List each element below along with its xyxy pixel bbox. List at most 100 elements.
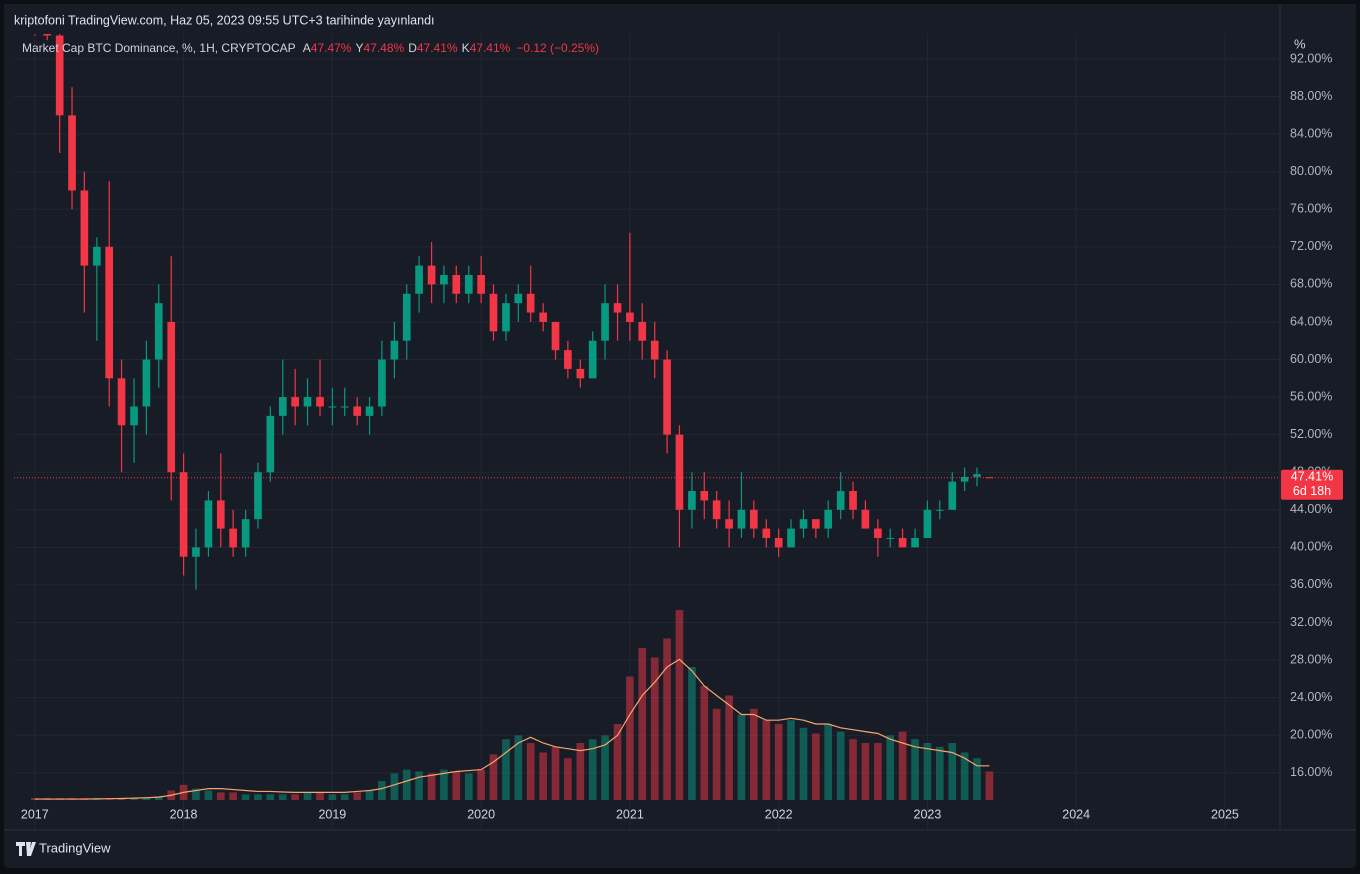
candle-body (452, 275, 461, 294)
candle-body (80, 190, 89, 266)
volume-bar (923, 743, 932, 800)
volume-bar (688, 667, 696, 800)
volume-bar (861, 743, 870, 800)
volume-bar (935, 746, 944, 800)
candle-body (142, 359, 151, 407)
candle-body (898, 537, 907, 548)
volume-bar (973, 758, 981, 800)
volume-bar (378, 781, 386, 800)
volume-bar (601, 735, 609, 800)
candle-body (489, 293, 498, 332)
volume-bar (390, 773, 399, 800)
candle-body (650, 340, 659, 360)
y-tick-label: 40.00% (1290, 540, 1332, 554)
candle-body (353, 406, 362, 416)
price-countdown: 6d 18h (1293, 484, 1331, 498)
candle-body (812, 519, 820, 529)
candle-body (762, 528, 771, 538)
candle-body (266, 415, 275, 473)
x-tick-label: 2019 (318, 807, 346, 821)
candle-body (526, 293, 535, 313)
candle-body (911, 537, 919, 548)
candle-body (477, 275, 485, 294)
candle-body (688, 491, 696, 510)
candle-body (105, 246, 114, 379)
candle-body (564, 350, 572, 369)
candle-body (378, 359, 386, 407)
header-bg (4, 4, 1356, 34)
y-tick-label: 60.00% (1290, 352, 1332, 366)
candle-body (601, 303, 609, 341)
candle-body (192, 547, 200, 557)
y-tick-label: 84.00% (1290, 126, 1332, 140)
volume-bar (489, 754, 498, 800)
volume-bar (241, 794, 250, 800)
volume-bar (266, 794, 275, 800)
published: kriptofoni TradingView.com, Haz 05, 2023… (14, 13, 435, 27)
y-tick-label: 28.00% (1290, 652, 1332, 666)
candle-body (749, 509, 758, 529)
y-tick-label: 68.00% (1290, 277, 1332, 291)
candle-body (328, 406, 337, 408)
volume-bar (663, 638, 671, 800)
l-label: D (408, 41, 417, 55)
y-tick-label: 72.00% (1290, 239, 1332, 253)
y-tick-label: 32.00% (1290, 615, 1332, 629)
candle-body (861, 509, 870, 529)
candle-body (576, 368, 585, 379)
volume-bar (316, 792, 324, 800)
candle-body (154, 303, 163, 360)
axis-unit: % (1294, 36, 1306, 51)
x-tick-label: 2025 (1211, 807, 1239, 821)
candle-body (365, 406, 374, 416)
candle-body (700, 491, 709, 501)
volume-bar (216, 792, 225, 800)
candle-body (799, 519, 808, 529)
x-tick-label: 2018 (170, 807, 198, 821)
volume-bar (477, 769, 485, 800)
candle-body (55, 35, 64, 116)
candle-body (787, 528, 795, 548)
candle-body (551, 321, 560, 351)
volume-bar (526, 743, 535, 800)
volume-bar (712, 708, 721, 800)
candle-body (340, 406, 349, 408)
volume-bar (960, 752, 969, 800)
c-value: 47.41% (470, 41, 511, 55)
x-tick-label: 2020 (467, 807, 495, 821)
y-tick-label: 76.00% (1290, 202, 1332, 216)
candle-body (774, 537, 783, 548)
candle-body (514, 293, 523, 304)
volume-bar (787, 720, 795, 800)
y-tick-label: 92.00% (1290, 51, 1332, 65)
price-label: 47.41% (1291, 470, 1333, 484)
candle-body (923, 509, 932, 538)
candle-body (390, 340, 399, 360)
candle-body (427, 265, 436, 285)
price-tag (1281, 469, 1343, 500)
volume-bar (613, 724, 622, 800)
candle-body (948, 481, 957, 510)
volume-bar (254, 794, 262, 800)
candle-body (737, 509, 746, 529)
volume-bar (340, 794, 349, 800)
brand: TradingView (16, 840, 111, 856)
volume-bar (626, 676, 634, 800)
chart: 16.00% 20.00% 24.00% 28.00% 32.00% 36.00% 40.0… (4, 4, 1356, 856)
candle-body (440, 275, 448, 285)
candle-body (402, 293, 411, 341)
candle-body (588, 340, 597, 379)
candle-body (229, 528, 237, 548)
volume-bar (849, 739, 857, 800)
candle-body (415, 265, 423, 294)
volume-bar (812, 733, 820, 800)
volume-bar (799, 727, 808, 800)
candle-body (663, 359, 671, 435)
h-label: Y (355, 41, 363, 55)
volume-bar (886, 735, 895, 800)
candle-body (93, 246, 101, 266)
y-tick-label: 64.00% (1290, 314, 1332, 328)
volume-bar (824, 724, 833, 800)
candle-body (303, 397, 312, 407)
volume-bar (737, 714, 746, 800)
